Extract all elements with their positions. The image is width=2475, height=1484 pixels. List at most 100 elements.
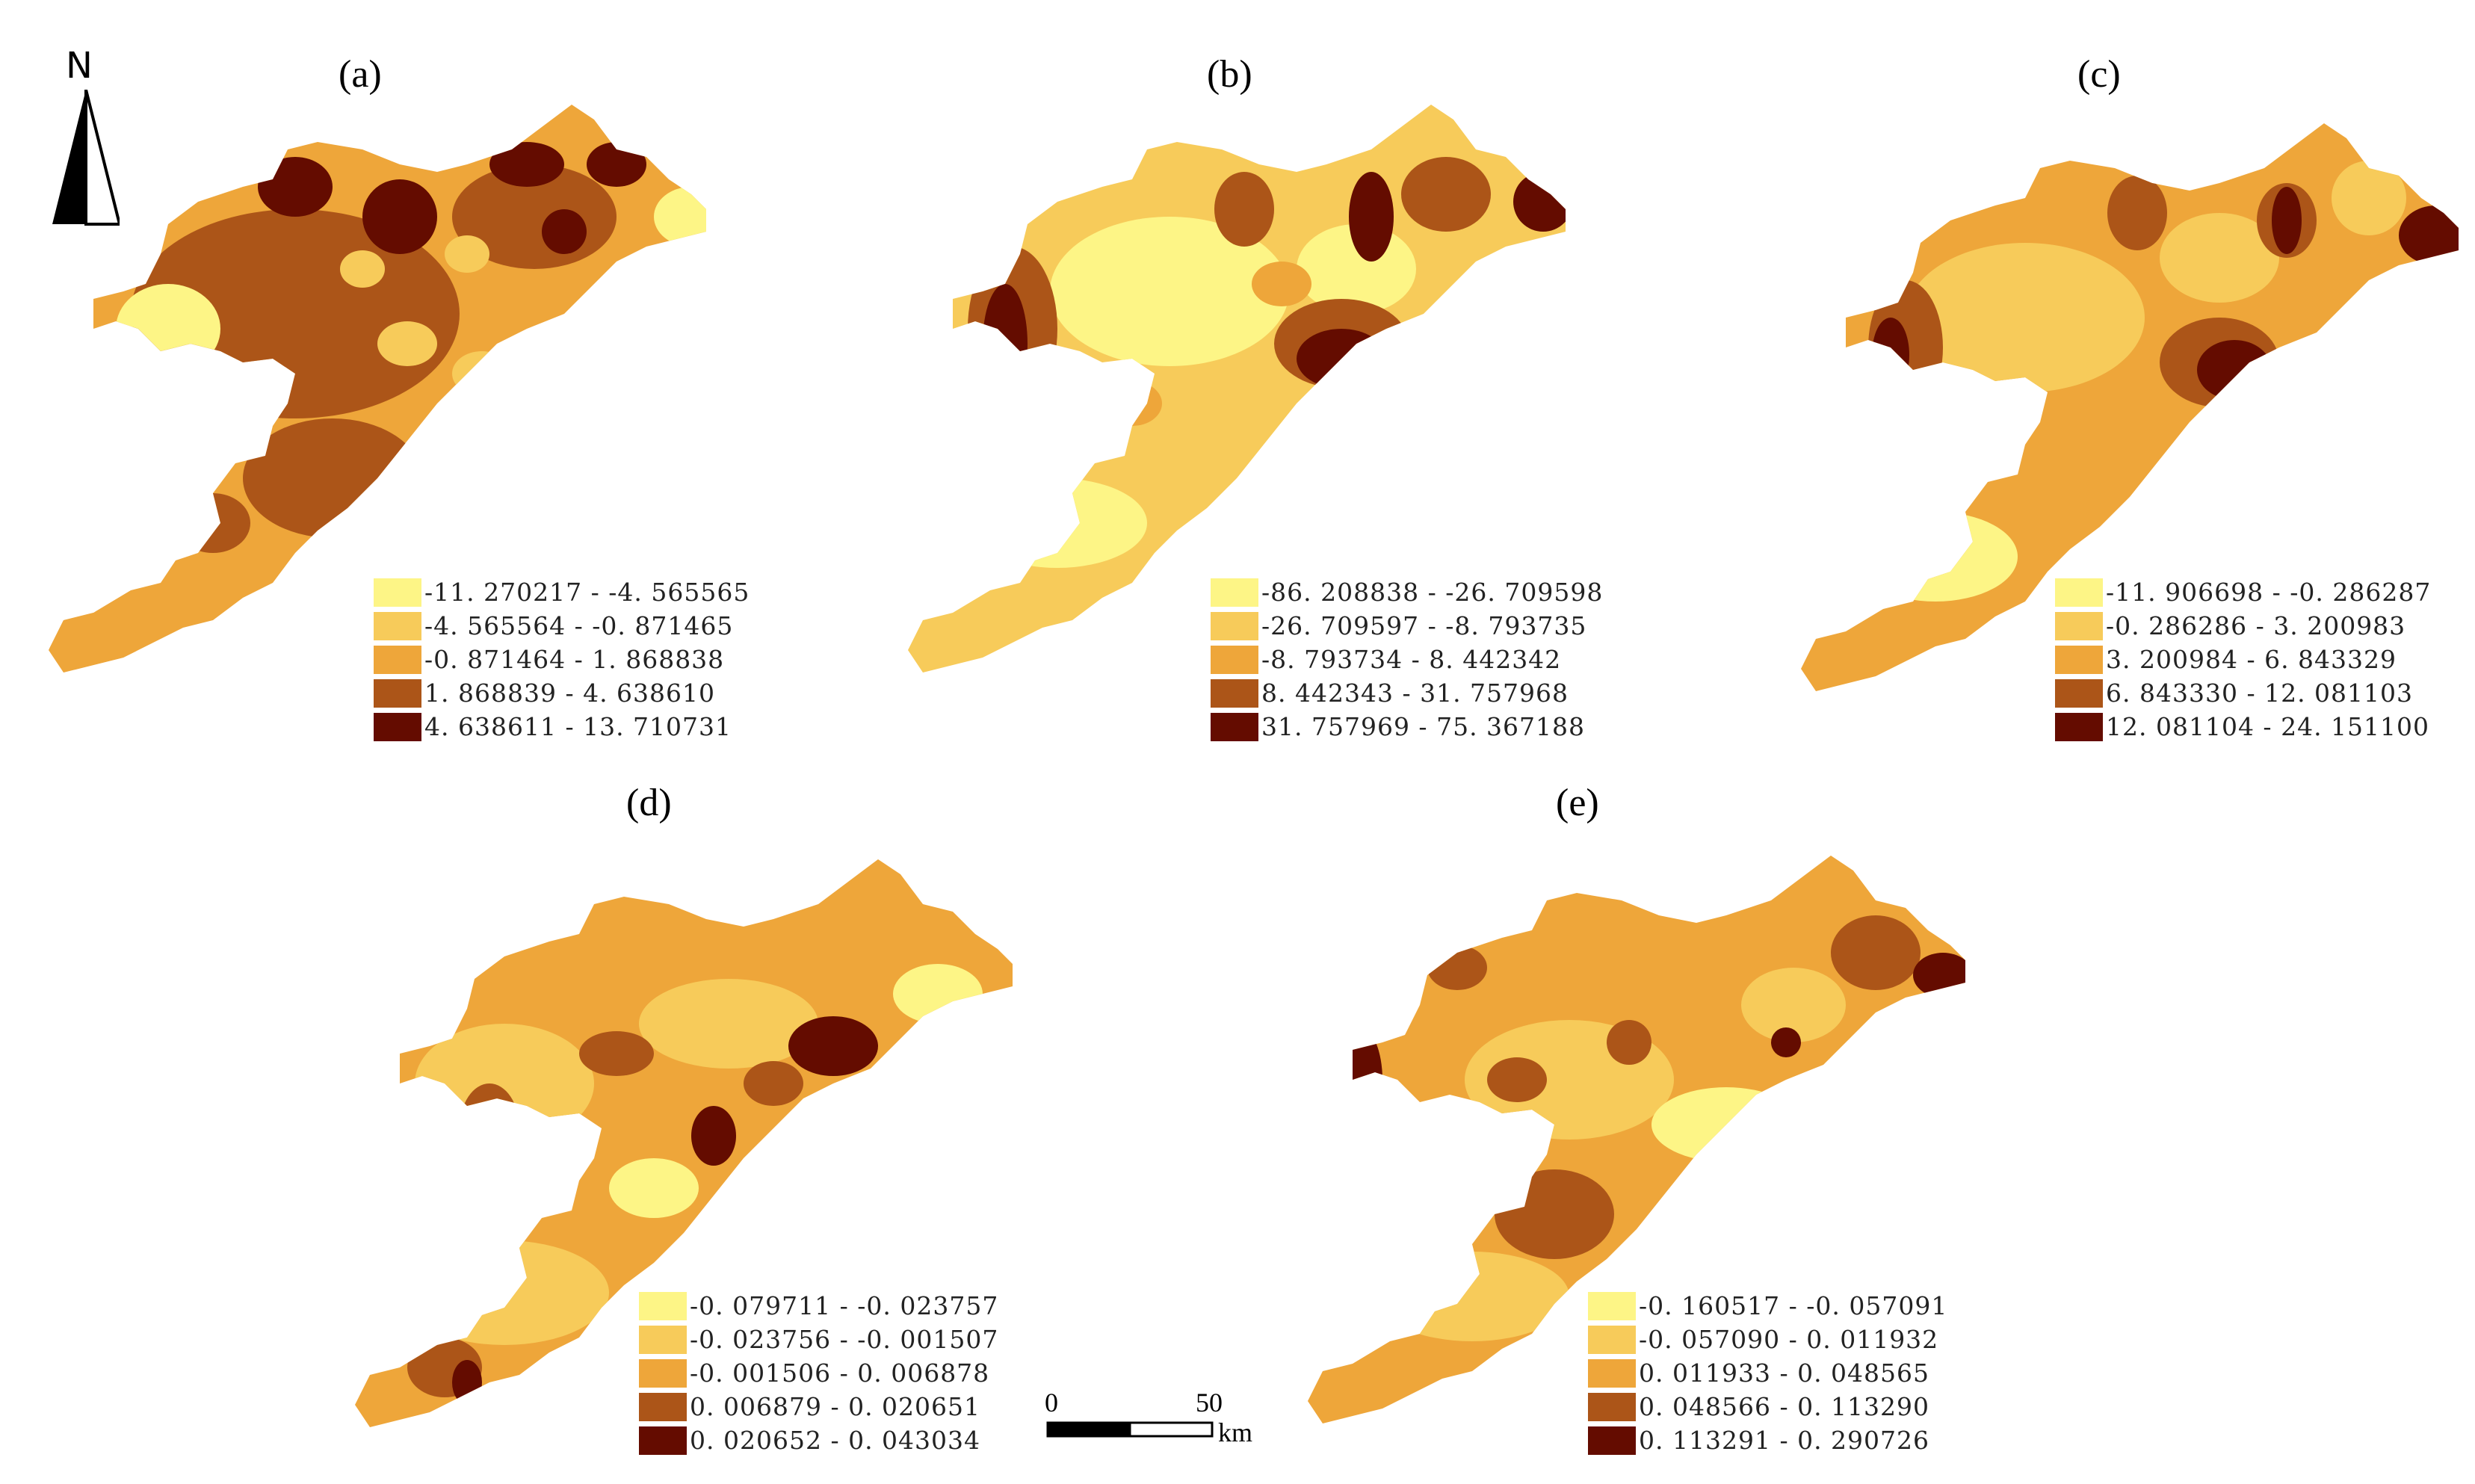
legend-label: -0. 023756 - -0. 001507	[690, 1325, 999, 1354]
legend-label: 31. 757969 - 75. 367188	[1261, 712, 1586, 741]
legend-swatch	[374, 578, 421, 607]
legend-swatch	[639, 1325, 687, 1354]
legend-swatch	[374, 645, 421, 674]
legend-item: -4. 565564 - -0. 871465	[374, 609, 750, 643]
zone-class-2	[377, 321, 437, 366]
legend-item: -0. 871464 - 1. 868838	[374, 643, 750, 676]
legend-label: 0. 006879 - 0. 020651	[690, 1392, 981, 1421]
legend-label: -0. 160517 - -0. 057091	[1639, 1291, 1948, 1320]
zone-class-5	[489, 142, 564, 187]
scale-fifty-label: 50	[1196, 1388, 1223, 1417]
panel-label-e: (e)	[1556, 782, 1599, 824]
legend-swatch	[1588, 1358, 1636, 1388]
legend-label: -0. 871464 - 1. 868838	[424, 645, 725, 674]
zone-class-3	[49, 613, 138, 673]
legend-b: -86. 208838 - -26. 709598 -26. 709597 - …	[1211, 575, 1603, 743]
legend-label: 0. 113291 - 0. 290726	[1639, 1426, 1930, 1455]
legend-label: 3. 200984 - 6. 843329	[2106, 645, 2397, 674]
legend-swatch	[374, 678, 421, 708]
legend-swatch	[374, 712, 421, 741]
panel-label-c: (c)	[2077, 53, 2121, 96]
legend-d: -0. 079711 - -0. 023757 -0. 023756 - -0.…	[639, 1289, 998, 1457]
legend-item: 1. 868839 - 4. 638610	[374, 676, 750, 710]
legend-label: -11. 906698 - -0. 286287	[2106, 578, 2432, 607]
legend-label: 8. 442343 - 31. 757968	[1261, 678, 1569, 708]
legend-item: 3. 200984 - 6. 843329	[2055, 643, 2431, 676]
legend-item: 4. 638611 - 13. 710731	[374, 710, 750, 743]
legend-label: -26. 709597 - -8. 793735	[1261, 611, 1587, 640]
legend-swatch	[2055, 678, 2103, 708]
scale-zero-label: 0	[1045, 1388, 1058, 1417]
legend-item: 0. 020652 - 0. 043034	[639, 1423, 998, 1457]
zone-class-5	[587, 142, 646, 187]
legend-item: -11. 270217 - -4. 565565	[374, 575, 750, 609]
legend-item: 0. 011933 - 0. 048565	[1588, 1356, 1947, 1390]
panel-label-b: (b)	[1207, 53, 1252, 96]
legend-swatch	[1211, 611, 1258, 640]
legend-label: -8. 793734 - 8. 442342	[1261, 645, 1562, 674]
map-c	[1801, 123, 2459, 691]
scale-unit-label: km	[1218, 1417, 1253, 1447]
legend-label: -0. 057090 - 0. 011932	[1639, 1325, 1939, 1354]
legend-swatch	[639, 1426, 687, 1455]
legend-swatch	[2055, 712, 2103, 741]
legend-swatch	[1588, 1392, 1636, 1421]
legend-label: -11. 270217 - -4. 565565	[424, 578, 750, 607]
legend-label: -86. 208838 - -26. 709598	[1261, 578, 1604, 607]
legend-swatch	[1211, 678, 1258, 708]
legend-item: -86. 208838 - -26. 709598	[1211, 575, 1603, 609]
legend-item: -0. 286286 - 3. 200983	[2055, 609, 2431, 643]
legend-c: -11. 906698 - -0. 286287 -0. 286286 - 3.…	[2055, 575, 2431, 743]
legend-swatch	[639, 1291, 687, 1320]
legend-item: -8. 793734 - 8. 442342	[1211, 643, 1603, 676]
zone-class-1	[116, 284, 220, 374]
legend-item: -26. 709597 - -8. 793735	[1211, 609, 1603, 643]
zone-class-2	[340, 250, 385, 288]
map-b	[908, 105, 1566, 673]
legend-a: -11. 270217 - -4. 565565 -4. 565564 - -0…	[374, 575, 750, 743]
legend-swatch	[1211, 645, 1258, 674]
legend-e: -0. 160517 - -0. 057091 -0. 057090 - 0. …	[1588, 1289, 1947, 1457]
legend-swatch	[639, 1358, 687, 1388]
legend-item: -0. 057090 - 0. 011932	[1588, 1323, 1947, 1356]
panel-label-a: (a)	[339, 53, 382, 96]
legend-label: -0. 001506 - 0. 006878	[690, 1358, 990, 1388]
zone-class-1	[654, 187, 706, 247]
north-arrow-icon	[52, 90, 120, 226]
zone-class-5	[362, 179, 437, 254]
legend-swatch	[1588, 1426, 1636, 1455]
legend-label: -0. 286286 - 3. 200983	[2106, 611, 2406, 640]
legend-item: -0. 023756 - -0. 001507	[639, 1323, 998, 1356]
panel-label-d: (d)	[626, 782, 672, 824]
legend-swatch	[639, 1392, 687, 1421]
legend-swatch	[2055, 611, 2103, 640]
legend-item: -0. 160517 - -0. 057091	[1588, 1289, 1947, 1323]
map-e	[1308, 856, 1965, 1423]
legend-item: -11. 906698 - -0. 286287	[2055, 575, 2431, 609]
legend-swatch	[1588, 1325, 1636, 1354]
legend-label: -4. 565564 - -0. 871465	[424, 611, 734, 640]
zone-class-4	[176, 493, 250, 553]
zone-class-2	[452, 351, 512, 396]
legend-item: 8. 442343 - 31. 757968	[1211, 676, 1603, 710]
legend-swatch	[2055, 645, 2103, 674]
legend-label: 12. 081104 - 24. 151100	[2106, 712, 2430, 741]
legend-item: 0. 113291 - 0. 290726	[1588, 1423, 1947, 1457]
legend-swatch	[2055, 578, 2103, 607]
legend-item: 12. 081104 - 24. 151100	[2055, 710, 2431, 743]
legend-label: 4. 638611 - 13. 710731	[424, 712, 732, 741]
zone-class-5	[542, 209, 587, 254]
zone-class-4	[243, 418, 422, 538]
map-a	[49, 105, 706, 673]
legend-swatch	[1588, 1291, 1636, 1320]
zone-class-5	[258, 157, 333, 217]
map-d	[355, 859, 1013, 1427]
legend-swatch	[1211, 712, 1258, 741]
north-label: N	[66, 45, 93, 87]
legend-label: 0. 011933 - 0. 048565	[1639, 1358, 1930, 1388]
legend-item: 0. 006879 - 0. 020651	[639, 1390, 998, 1423]
legend-item: 0. 048566 - 0. 113290	[1588, 1390, 1947, 1423]
legend-label: 0. 048566 - 0. 113290	[1639, 1392, 1930, 1421]
scale-bar-graphic	[1046, 1421, 1214, 1438]
legend-label: 0. 020652 - 0. 043034	[690, 1426, 981, 1455]
